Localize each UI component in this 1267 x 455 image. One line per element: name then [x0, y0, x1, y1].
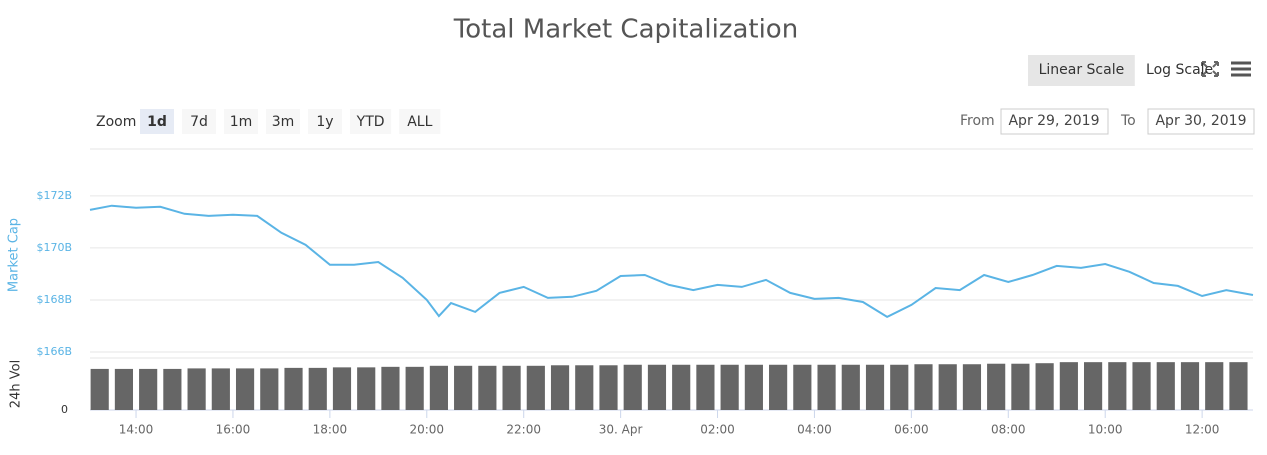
volume-bar: [1132, 362, 1151, 410]
x-tick-label: 04:00: [797, 423, 832, 437]
volume-bar: [744, 364, 763, 410]
zoom-button[interactable]: [140, 109, 174, 134]
x-tick-label: 08:00: [991, 423, 1026, 437]
zoom-button[interactable]: [350, 109, 392, 134]
x-tick-label: 16:00: [216, 423, 251, 437]
volume-bar: [284, 367, 303, 410]
volume-bar: [381, 366, 400, 410]
x-tick-label: 22:00: [506, 423, 541, 437]
x-tick-label: 14:00: [119, 423, 154, 437]
volume-bar: [429, 365, 448, 410]
y-tick-label: $166B: [36, 345, 72, 358]
market-cap-line: [89, 204, 1254, 319]
zoom-button[interactable]: [224, 109, 258, 134]
volume-bar: [938, 364, 957, 410]
zoom-button-label[interactable]: 3m: [272, 114, 295, 130]
y-axis-label: Market Cap: [7, 218, 22, 292]
x-tick-label: 02:00: [700, 423, 735, 437]
to-date[interactable]: Apr 30, 2019: [1155, 113, 1246, 129]
volume-bar: [235, 368, 255, 410]
volume-bar: [890, 364, 909, 410]
volume-bar: [1205, 362, 1224, 410]
zoom-button[interactable]: [308, 109, 342, 134]
volume-bar: [769, 364, 788, 410]
volume-bar: [1035, 363, 1054, 410]
from-input[interactable]: [1000, 108, 1109, 135]
volume-bar: [1059, 362, 1078, 410]
to-label: To: [1120, 113, 1136, 129]
zoom-button[interactable]: [399, 109, 441, 134]
volume-bar: [502, 365, 521, 410]
zoom-label: Zoom: [96, 114, 136, 130]
volume-bar: [357, 367, 376, 410]
volume-bar: [647, 364, 667, 410]
menu-icon[interactable]: [1231, 61, 1251, 77]
zoom-button-label[interactable]: 1y: [316, 114, 333, 130]
zoom-button-label[interactable]: YTD: [356, 114, 385, 130]
zoom-button-label[interactable]: 1m: [230, 114, 253, 130]
volume-bar: [114, 368, 134, 410]
x-tick-label: 20:00: [409, 423, 444, 437]
volume-bar: [550, 365, 570, 410]
volume-bar: [163, 368, 182, 410]
y-axis-label: 24h Vol: [9, 360, 24, 408]
volume-bar: [139, 368, 158, 410]
volume-bar: [623, 364, 642, 410]
volume-bar: [575, 365, 594, 410]
volume-bar: [962, 364, 982, 410]
zoom-button-label[interactable]: 7d: [190, 114, 208, 130]
scale-button-label[interactable]: Linear Scale: [1039, 62, 1125, 78]
volume-bar: [841, 364, 860, 410]
volume-bar: [817, 364, 836, 410]
to-input[interactable]: [1147, 108, 1255, 135]
expand-icon[interactable]: [1201, 61, 1219, 77]
volume-bar: [90, 368, 109, 410]
volume-bar: [1156, 362, 1175, 410]
scale-button[interactable]: [1028, 55, 1135, 86]
volume-bar: [914, 364, 933, 410]
volume-bar: [865, 364, 885, 410]
from-label: From: [960, 113, 995, 129]
volume-bar: [672, 364, 691, 410]
zoom-button-label[interactable]: 1d: [147, 114, 167, 130]
y-tick-label: $172B: [36, 189, 72, 202]
zoom-button-label[interactable]: ALL: [407, 114, 432, 130]
volume-bar: [1229, 362, 1248, 410]
x-tick-label: 10:00: [1088, 423, 1123, 437]
volume-bar: [1180, 362, 1200, 410]
volume-bar: [332, 367, 352, 410]
volume-bar: [1108, 362, 1127, 410]
volume-bar: [793, 364, 812, 410]
x-tick-label: 12:00: [1185, 423, 1220, 437]
y-tick-label: 0: [61, 403, 68, 416]
volume-bar: [260, 368, 279, 410]
y-tick-label: $170B: [36, 241, 72, 254]
volume-bar: [599, 365, 618, 410]
volume-bar: [211, 368, 230, 410]
zoom-button[interactable]: [266, 109, 300, 134]
volume-bar: [720, 364, 739, 410]
volume-bar: [696, 364, 715, 410]
from-date[interactable]: Apr 29, 2019: [1008, 113, 1099, 129]
volume-bar: [405, 366, 424, 410]
volume-bar: [308, 367, 327, 410]
volume-bar: [187, 368, 206, 410]
volume-bar: [478, 365, 497, 410]
volume-bar: [526, 365, 545, 410]
volume-bar: [1084, 362, 1103, 410]
x-tick-label: 30. Apr: [599, 423, 643, 437]
volume-bar: [454, 365, 473, 410]
volume-bar: [987, 363, 1006, 410]
volume-bar: [1011, 363, 1030, 410]
scale-button-label[interactable]: Log Scale: [1146, 62, 1213, 78]
y-tick-label: $168B: [36, 293, 72, 306]
x-tick-label: 06:00: [894, 423, 929, 437]
chart-title: Total Market Capitalization: [453, 15, 798, 45]
x-tick-label: 18:00: [313, 423, 348, 437]
zoom-button[interactable]: [182, 109, 216, 134]
